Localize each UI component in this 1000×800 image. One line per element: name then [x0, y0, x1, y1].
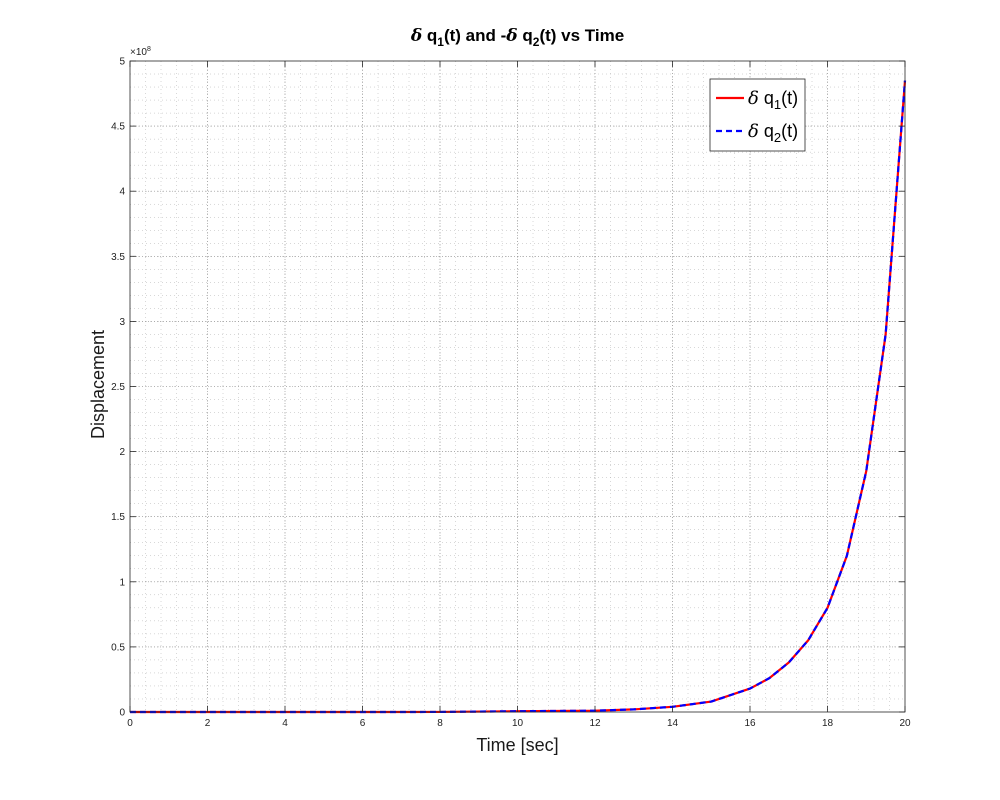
- x-tick-label: 2: [205, 718, 211, 729]
- x-tick-label: 8: [437, 718, 443, 729]
- y-tick-label: 0.5: [111, 642, 125, 653]
- title-subscript: 1: [437, 35, 444, 49]
- title-subscript: 2: [533, 35, 540, 49]
- legend-label-2: δ q2(t): [748, 121, 798, 145]
- legend-subscript: 2: [774, 130, 781, 145]
- legend-box: [709, 78, 806, 152]
- title-segment: q: [422, 26, 437, 45]
- y-exponent-power: 8: [147, 46, 151, 53]
- legend-greek: δ: [748, 88, 759, 109]
- legend-base: q: [759, 121, 774, 141]
- chart-title: δ q1(t) and -δ q2(t) vs Time: [410, 26, 624, 49]
- y-tick-label: 3: [119, 317, 125, 328]
- title-segment: (t) vs Time: [539, 26, 624, 45]
- x-tick-label: 14: [667, 718, 679, 729]
- x-axis-label: Time [sec]: [476, 735, 558, 755]
- y-tick-label: 4: [119, 187, 125, 198]
- legend-tail: (t): [781, 88, 798, 108]
- x-tick-label: 10: [512, 718, 524, 729]
- y-axis-ticks: 0 0.5 1 1.5 2 2.5 3 3.5 4 4.5 5: [111, 57, 905, 719]
- x-tick-label: 20: [899, 718, 911, 729]
- title-segment: (t) and -: [444, 26, 506, 45]
- y-tick-label: 2: [119, 447, 125, 458]
- y-tick-label: 2.5: [111, 382, 125, 393]
- major-grid: [130, 61, 905, 712]
- x-tick-label: 6: [360, 718, 366, 729]
- y-tick-label: 1: [119, 577, 125, 588]
- legend-subscript: 1: [774, 97, 781, 112]
- y-tick-label: 3.5: [111, 252, 125, 263]
- title-segment: δ: [505, 26, 517, 46]
- x-tick-label: 16: [744, 718, 756, 729]
- y-axis-label: Displacement: [88, 330, 108, 439]
- y-axis-exponent: ×108: [130, 46, 151, 58]
- x-tick-label: 12: [589, 718, 601, 729]
- y-exponent-base: ×10: [130, 47, 147, 58]
- legend-base: q: [759, 88, 774, 108]
- x-tick-label: 18: [822, 718, 834, 729]
- x-tick-label: 0: [127, 718, 133, 729]
- legend-greek: δ: [748, 121, 759, 142]
- title-segment: q: [518, 26, 533, 45]
- y-tick-label: 1.5: [111, 512, 125, 523]
- legend: δ q1(t)δ q2(t): [709, 78, 806, 152]
- title-segment: δ: [410, 26, 422, 46]
- x-axis-ticks: 0 2 4 6 8 10 12 14 16 18 20: [127, 61, 911, 729]
- y-tick-label: 4.5: [111, 122, 125, 133]
- y-tick-label: 5: [119, 57, 125, 68]
- legend-tail: (t): [781, 121, 798, 141]
- x-tick-label: 4: [282, 718, 288, 729]
- y-tick-label: 0: [119, 708, 125, 719]
- legend-label-1: δ q1(t): [748, 88, 798, 112]
